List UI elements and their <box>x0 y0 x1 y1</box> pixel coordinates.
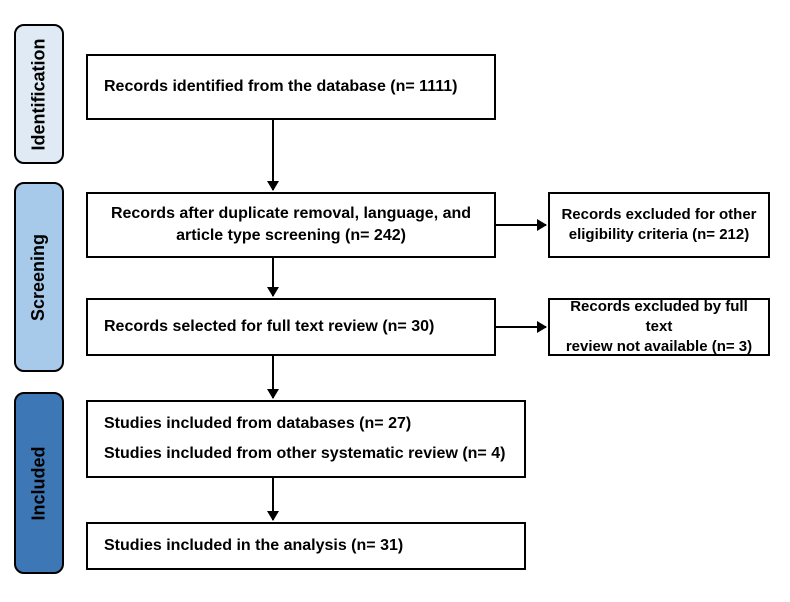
text-records-identified: Records identified from the database (n=… <box>104 76 457 98</box>
text-full-text: Records selected for full text review (n… <box>104 316 434 338</box>
box-final-included: Studies included in the analysis (n= 31) <box>86 522 526 570</box>
text-after-dup-2: article type screening (n= 242) <box>176 225 406 247</box>
stage-included: Included <box>14 392 64 574</box>
box-excluded-fulltext: Records excluded by full text review not… <box>548 298 770 356</box>
arrow-identified-to-afterdup <box>272 120 274 190</box>
box-after-duplicate: Records after duplicate removal, languag… <box>86 192 496 258</box>
stage-screening-label: Screening <box>29 233 50 320</box>
box-excluded-eligibility: Records excluded for other eligibility c… <box>548 192 770 258</box>
text-excl-ft-1: Records excluded by full text <box>560 297 758 338</box>
stage-screening: Screening <box>14 182 64 372</box>
box-records-identified: Records identified from the database (n=… <box>86 54 496 120</box>
text-excl-elig-1: Records excluded for other <box>561 205 756 225</box>
text-excl-elig-2: eligibility criteria (n= 212) <box>569 225 749 245</box>
arrow-afterdup-to-excl-elig <box>496 224 546 226</box>
text-final: Studies included in the analysis (n= 31) <box>104 535 403 557</box>
arrow-fulltext-to-included <box>272 356 274 398</box>
arrow-afterdup-to-fulltext <box>272 258 274 296</box>
stage-identification-label: Identification <box>29 38 50 150</box>
text-inc-src-1: Studies included from databases (n= 27) <box>104 413 411 435</box>
box-included-sources: Studies included from databases (n= 27) … <box>86 400 526 478</box>
stage-included-label: Included <box>29 446 50 520</box>
text-inc-src-2: Studies included from other systematic r… <box>104 443 505 465</box>
stage-identification: Identification <box>14 24 64 164</box>
text-after-dup-1: Records after duplicate removal, languag… <box>111 203 471 225</box>
arrow-fulltext-to-excl-ft <box>496 326 546 328</box>
arrow-included-to-final <box>272 478 274 520</box>
box-full-text-review: Records selected for full text review (n… <box>86 298 496 356</box>
text-excl-ft-2: review not available (n= 3) <box>566 337 752 357</box>
